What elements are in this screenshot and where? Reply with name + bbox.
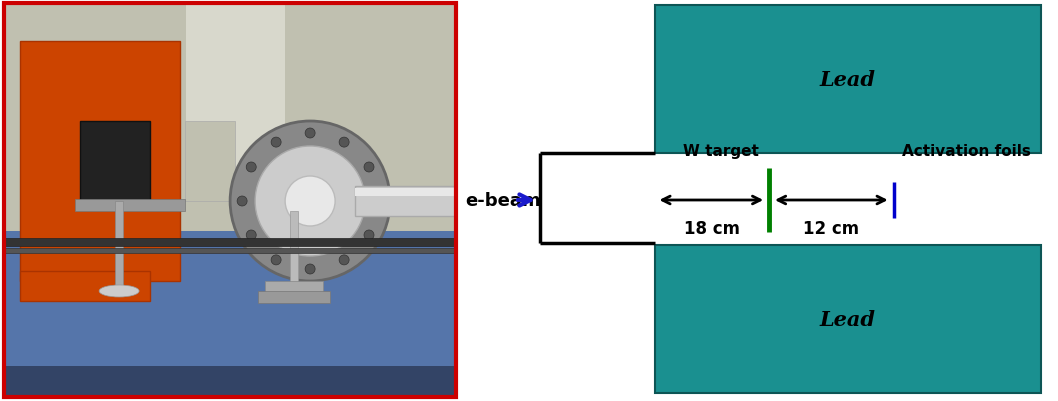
Circle shape xyxy=(271,138,281,148)
Bar xyxy=(655,6,1041,154)
Circle shape xyxy=(247,231,256,241)
Bar xyxy=(5,239,455,246)
Bar xyxy=(258,291,330,303)
Circle shape xyxy=(271,255,281,265)
Circle shape xyxy=(373,196,383,207)
Circle shape xyxy=(247,162,256,172)
Bar xyxy=(75,200,185,211)
Bar xyxy=(355,188,455,196)
Circle shape xyxy=(364,231,375,241)
Bar xyxy=(5,248,455,253)
Circle shape xyxy=(340,138,349,148)
Text: e-beam: e-beam xyxy=(466,192,541,209)
Text: W target: W target xyxy=(683,144,760,159)
Bar xyxy=(5,5,455,241)
Circle shape xyxy=(305,264,315,274)
Bar xyxy=(290,211,298,291)
Text: Lead: Lead xyxy=(820,309,876,329)
Bar xyxy=(266,281,323,296)
Bar xyxy=(20,271,150,301)
Bar xyxy=(185,5,285,201)
Bar xyxy=(5,366,455,396)
Bar xyxy=(655,245,1041,393)
Bar xyxy=(5,231,455,396)
Bar xyxy=(185,122,235,201)
Text: 18 cm: 18 cm xyxy=(683,219,740,237)
Circle shape xyxy=(285,176,335,227)
Text: 12 cm: 12 cm xyxy=(803,219,859,237)
Bar xyxy=(20,42,180,281)
Text: Activation foils: Activation foils xyxy=(901,144,1030,159)
Circle shape xyxy=(340,255,349,265)
Circle shape xyxy=(305,129,315,139)
Circle shape xyxy=(237,196,248,207)
Bar xyxy=(355,186,455,217)
Bar xyxy=(80,122,150,201)
Ellipse shape xyxy=(99,285,139,297)
Circle shape xyxy=(231,122,390,281)
Text: Lead: Lead xyxy=(820,70,876,90)
Circle shape xyxy=(255,147,365,256)
Circle shape xyxy=(364,162,375,172)
Bar xyxy=(115,201,123,291)
